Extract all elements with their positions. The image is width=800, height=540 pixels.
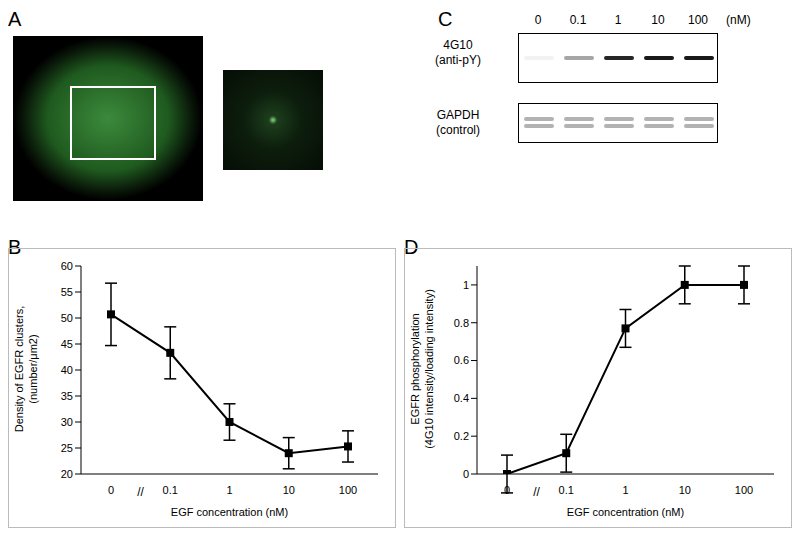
html-text:A: A bbox=[8, 8, 22, 30]
svg-text:(4G10 intensity/loading intens: (4G10 intensity/loading intensity) bbox=[423, 289, 435, 449]
svg-text:0.2: 0.2 bbox=[454, 430, 469, 442]
svg-text:20: 20 bbox=[61, 468, 73, 480]
html-text:10: 10 bbox=[651, 13, 665, 27]
html-text:D: D bbox=[404, 236, 419, 258]
svg-text:100: 100 bbox=[339, 484, 357, 496]
svg-text:(number/μm2): (number/μm2) bbox=[27, 334, 39, 403]
svg-text:EGF concentration (nM): EGF concentration (nM) bbox=[567, 506, 684, 518]
svg-text:45: 45 bbox=[61, 338, 73, 350]
svg-text:0.6: 0.6 bbox=[454, 354, 469, 366]
html-text:(control): (control) bbox=[436, 123, 480, 137]
svg-text:0: 0 bbox=[108, 484, 114, 496]
svg-text:25: 25 bbox=[61, 442, 73, 454]
svg-text://: // bbox=[533, 485, 540, 499]
svg-text:10: 10 bbox=[283, 484, 295, 496]
svg-text:Density of EGFR clusters,: Density of EGFR clusters, bbox=[13, 306, 25, 433]
svg-text:50: 50 bbox=[61, 312, 73, 324]
svg-text:EGF concentration (nM): EGF concentration (nM) bbox=[171, 506, 288, 518]
html-text:(anti-pY): (anti-pY) bbox=[435, 53, 481, 67]
svg-text:40: 40 bbox=[61, 364, 73, 376]
html-text:4G10: 4G10 bbox=[443, 38, 473, 52]
html-text:C: C bbox=[438, 8, 453, 30]
svg-text://: // bbox=[137, 485, 144, 499]
svg-text:35: 35 bbox=[61, 390, 73, 402]
html-text:B: B bbox=[8, 236, 22, 258]
svg-text:0.4: 0.4 bbox=[454, 392, 469, 404]
html-text:0.1: 0.1 bbox=[569, 13, 587, 27]
html-text:1: 1 bbox=[614, 13, 622, 27]
svg-text:10: 10 bbox=[679, 484, 691, 496]
svg-text:55: 55 bbox=[61, 286, 73, 298]
html-text:100: 100 bbox=[688, 13, 708, 27]
html-text:(nM): (nM) bbox=[726, 13, 751, 27]
svg-text:30: 30 bbox=[61, 416, 73, 428]
svg-text:60: 60 bbox=[61, 260, 73, 272]
svg-text:0: 0 bbox=[463, 468, 469, 480]
svg-text:0.1: 0.1 bbox=[163, 484, 178, 496]
svg-text:0.1: 0.1 bbox=[559, 484, 574, 496]
svg-text:100: 100 bbox=[735, 484, 753, 496]
svg-text:1: 1 bbox=[622, 484, 628, 496]
svg-text:0.8: 0.8 bbox=[454, 317, 469, 329]
html-text:0: 0 bbox=[534, 13, 542, 27]
svg-text:1: 1 bbox=[463, 279, 469, 291]
svg-text:0: 0 bbox=[504, 484, 510, 496]
svg-text:EGFR phosphorylation: EGFR phosphorylation bbox=[409, 313, 421, 424]
svg-text:1: 1 bbox=[226, 484, 232, 496]
html-text:GAPDH: GAPDH bbox=[436, 108, 480, 122]
